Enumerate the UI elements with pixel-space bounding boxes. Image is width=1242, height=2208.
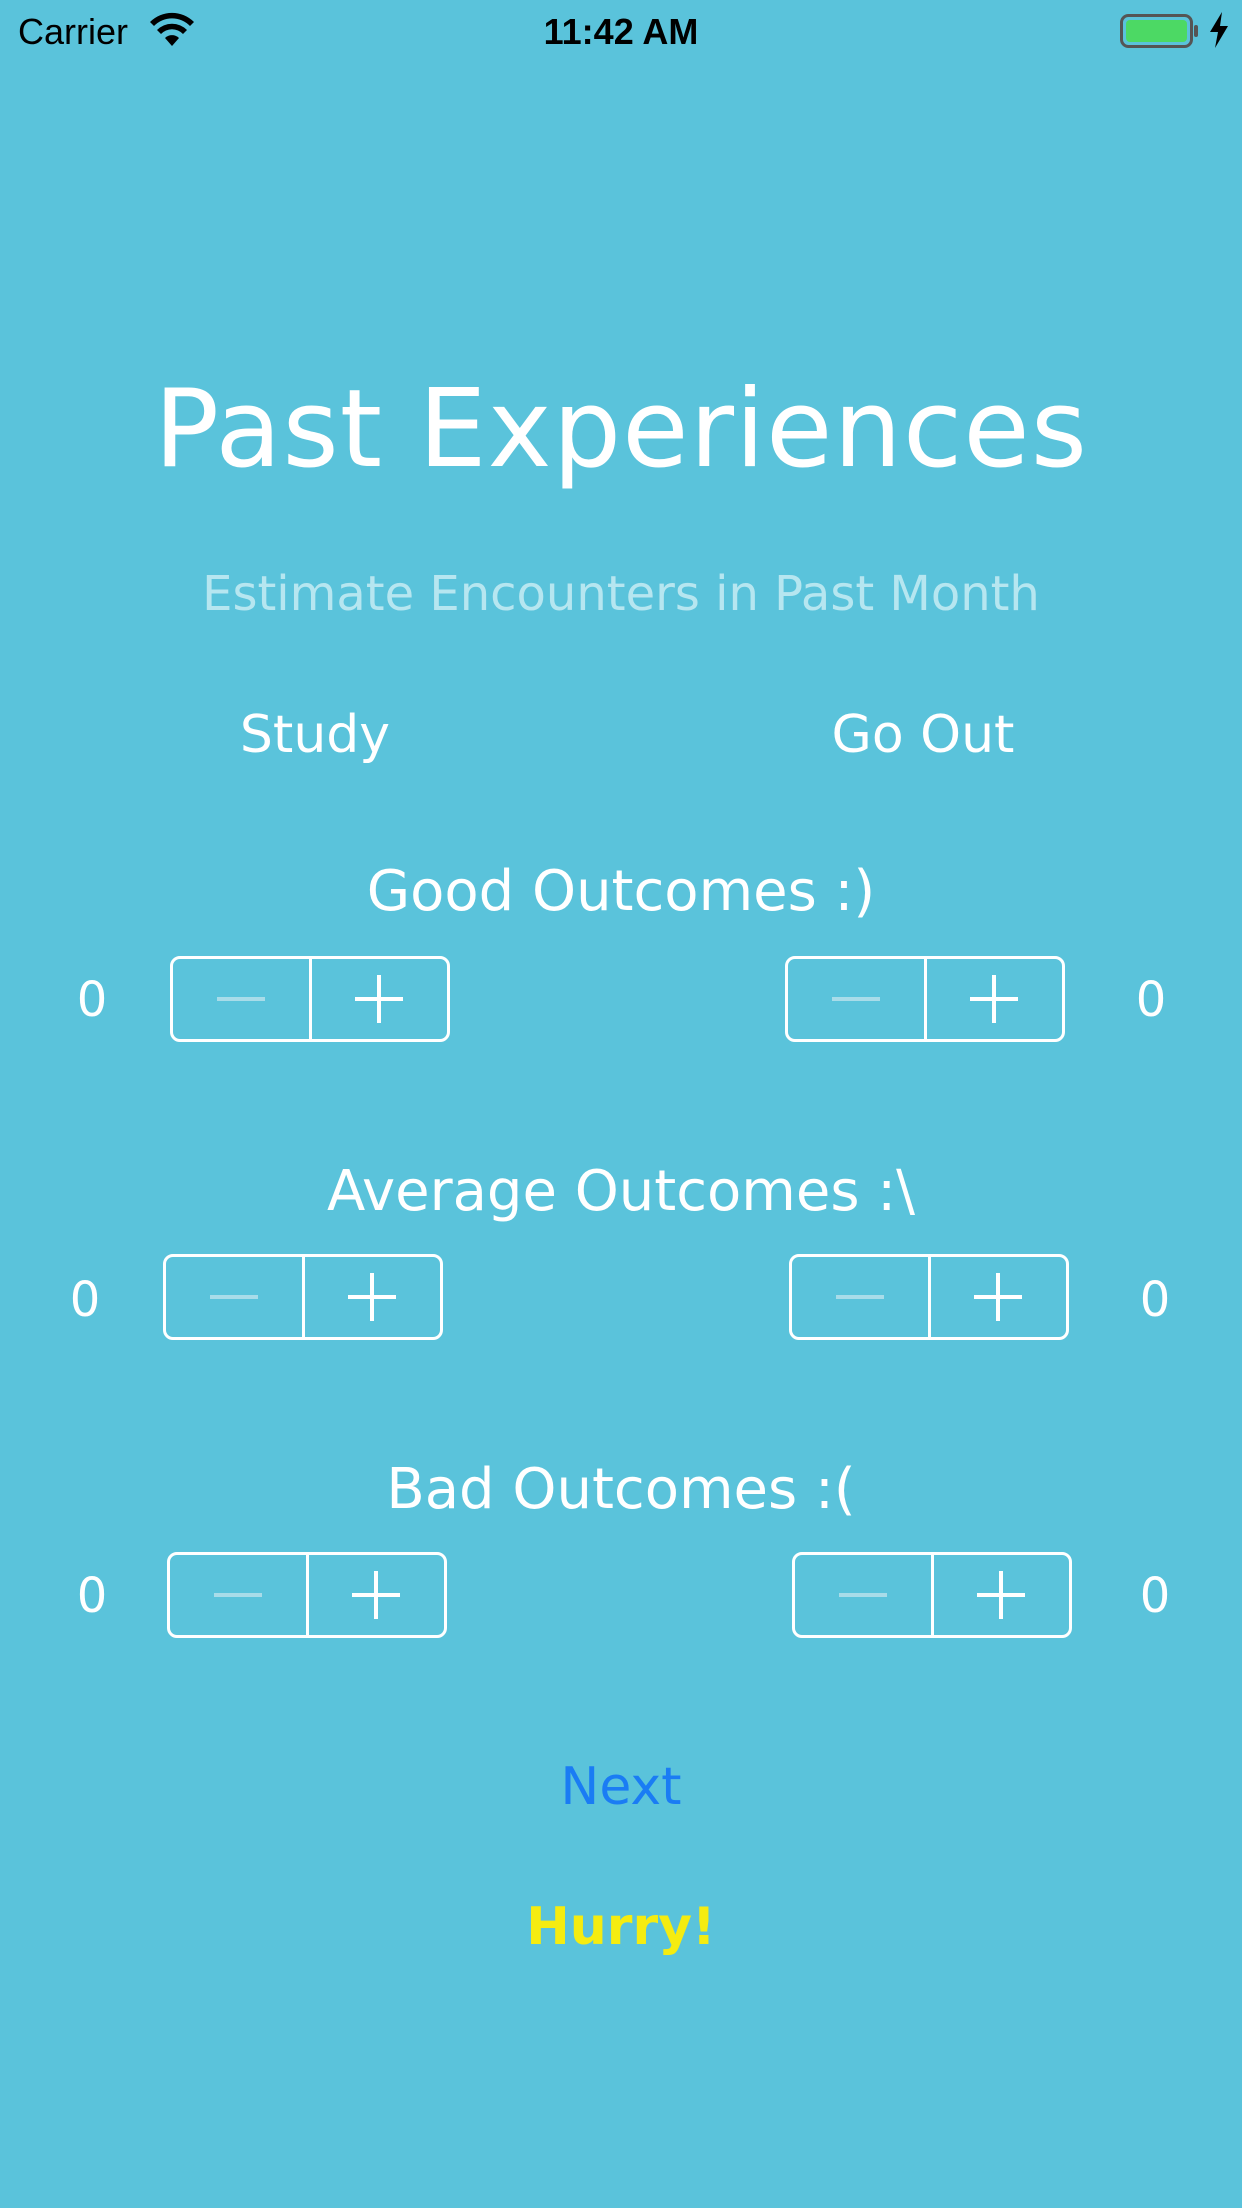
average-go-out-count: 0	[1139, 1272, 1171, 1328]
column-go-out-label: Go Out	[831, 705, 1015, 765]
minus-icon[interactable]	[788, 959, 924, 1039]
wifi-icon	[150, 12, 194, 46]
good-outcomes-label: Good Outcomes :)	[366, 859, 876, 924]
plus-icon[interactable]	[927, 1257, 1067, 1337]
minus-icon[interactable]	[170, 1555, 306, 1635]
plus-icon[interactable]	[305, 1555, 445, 1635]
bad-go-out-count: 0	[1139, 1568, 1171, 1624]
average-study-stepper[interactable]	[163, 1254, 443, 1340]
column-study-label: Study	[239, 705, 391, 765]
good-go-out-stepper[interactable]	[785, 956, 1065, 1042]
minus-icon[interactable]	[795, 1555, 931, 1635]
plus-icon[interactable]	[301, 1257, 441, 1337]
bad-study-count: 0	[76, 1568, 108, 1624]
plus-icon[interactable]	[308, 959, 448, 1039]
bad-go-out-stepper[interactable]	[792, 1552, 1072, 1638]
minus-icon[interactable]	[792, 1257, 928, 1337]
battery-icon	[1120, 14, 1198, 48]
plus-icon[interactable]	[930, 1555, 1070, 1635]
average-outcomes-label: Average Outcomes :\	[326, 1159, 916, 1224]
page-title: Past Experiences	[154, 367, 1088, 492]
carrier-label: Carrier	[18, 11, 129, 52]
status-time: 11:42 AM	[543, 11, 699, 52]
minus-icon[interactable]	[166, 1257, 302, 1337]
charging-icon	[1210, 12, 1228, 48]
hurry-label: Hurry!	[526, 1897, 716, 1957]
average-study-count: 0	[69, 1272, 101, 1328]
good-study-stepper[interactable]	[170, 956, 450, 1042]
plus-icon[interactable]	[923, 959, 1063, 1039]
good-study-count: 0	[76, 972, 108, 1028]
minus-icon[interactable]	[173, 959, 309, 1039]
bad-study-stepper[interactable]	[167, 1552, 447, 1638]
bad-outcomes-label: Bad Outcomes :(	[386, 1457, 856, 1522]
page-subtitle: Estimate Encounters in Past Month	[202, 566, 1040, 622]
good-go-out-count: 0	[1135, 972, 1167, 1028]
average-go-out-stepper[interactable]	[789, 1254, 1069, 1340]
next-button[interactable]: Next	[560, 1757, 682, 1817]
